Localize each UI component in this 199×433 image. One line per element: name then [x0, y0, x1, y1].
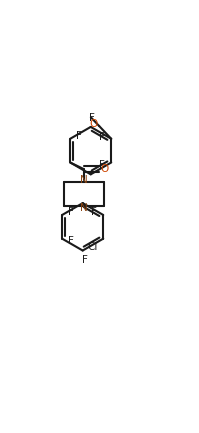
Text: F: F	[91, 207, 97, 217]
Text: F: F	[99, 160, 105, 170]
Text: F: F	[82, 255, 88, 265]
Text: F: F	[68, 207, 74, 217]
Text: O: O	[89, 119, 98, 129]
Text: Cl: Cl	[88, 242, 98, 252]
Text: F: F	[68, 236, 74, 246]
Text: N: N	[80, 175, 88, 185]
Text: F: F	[89, 113, 95, 123]
Text: O: O	[101, 164, 109, 174]
Text: N: N	[80, 203, 88, 213]
Text: F: F	[99, 132, 105, 142]
Text: F: F	[76, 131, 82, 141]
